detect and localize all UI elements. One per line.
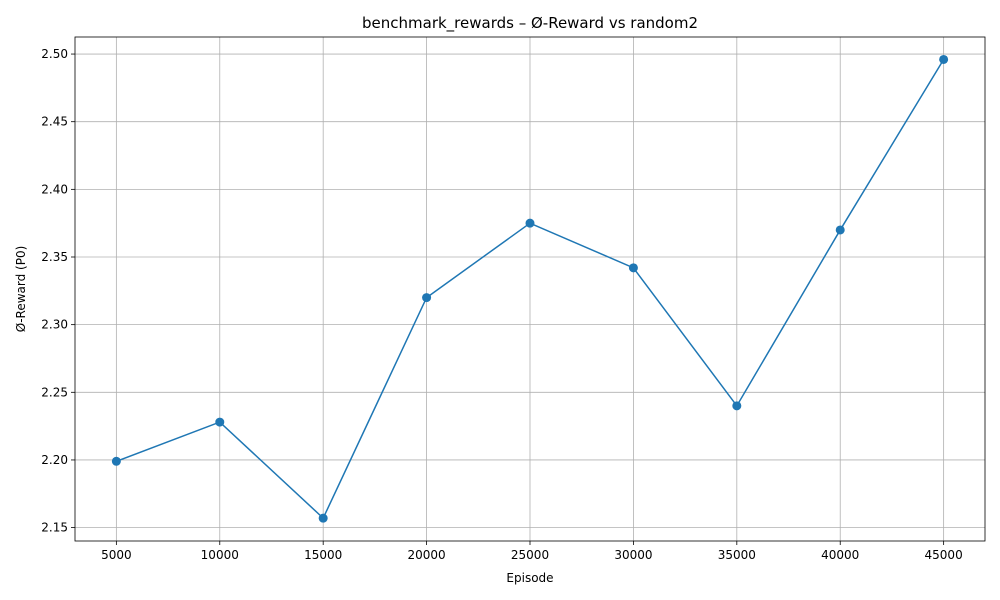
data-point bbox=[215, 417, 225, 427]
x-tick-label: 45000 bbox=[925, 548, 963, 562]
x-tick-label: 35000 bbox=[718, 548, 756, 562]
x-tick-label: 10000 bbox=[201, 548, 239, 562]
y-tick-label: 2.40 bbox=[41, 182, 68, 196]
x-tick-label: 25000 bbox=[511, 548, 549, 562]
x-tick-label: 5000 bbox=[101, 548, 132, 562]
data-point bbox=[835, 225, 845, 235]
y-tick-label: 2.35 bbox=[41, 250, 68, 264]
data-point bbox=[318, 513, 328, 523]
data-series bbox=[111, 54, 949, 523]
y-tick-label: 2.30 bbox=[41, 318, 68, 332]
y-tick-label: 2.45 bbox=[41, 115, 68, 129]
data-point bbox=[422, 293, 432, 303]
data-point bbox=[939, 54, 949, 64]
axis-ticks: 5000 10000 15000 20000 25000 30000 35000 40000 4… bbox=[41, 47, 962, 562]
data-point bbox=[111, 456, 121, 466]
x-tick-label: 15000 bbox=[304, 548, 342, 562]
x-tick-label: 20000 bbox=[407, 548, 445, 562]
y-tick-label: 2.15 bbox=[41, 521, 68, 535]
y-tick-label: 2.50 bbox=[41, 47, 68, 61]
y-tick-label: 2.25 bbox=[41, 385, 68, 399]
x-tick-label: 40000 bbox=[821, 548, 859, 562]
x-axis-title: Episode bbox=[506, 571, 553, 585]
chart-title: benchmark_rewards – Ø-Reward vs random2 bbox=[362, 14, 698, 33]
data-point bbox=[525, 218, 535, 228]
data-point bbox=[628, 263, 638, 273]
y-tick-label: 2.20 bbox=[41, 453, 68, 467]
y-axis-title: Ø-Reward (P0) bbox=[14, 246, 28, 333]
x-tick-label: 30000 bbox=[614, 548, 652, 562]
data-point bbox=[732, 401, 742, 411]
grid bbox=[75, 37, 985, 541]
